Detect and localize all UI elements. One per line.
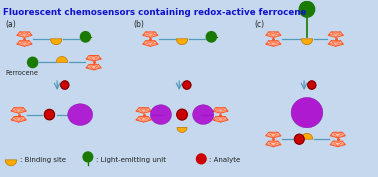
- Text: : Light-emitting unit: : Light-emitting unit: [96, 157, 166, 163]
- Text: (c): (c): [254, 20, 264, 29]
- Circle shape: [44, 109, 54, 120]
- Wedge shape: [301, 39, 313, 45]
- Wedge shape: [50, 39, 62, 45]
- Polygon shape: [143, 41, 158, 46]
- Polygon shape: [136, 108, 151, 113]
- Polygon shape: [86, 56, 101, 61]
- Text: : Analyte: : Analyte: [209, 157, 240, 163]
- Wedge shape: [301, 133, 313, 139]
- Polygon shape: [86, 64, 101, 70]
- Text: (a): (a): [5, 20, 16, 29]
- Polygon shape: [213, 116, 228, 122]
- Circle shape: [294, 134, 304, 144]
- Polygon shape: [266, 132, 281, 138]
- Polygon shape: [330, 141, 345, 147]
- Text: Fluorescent chemosensors containing redox-active ferrocene: Fluorescent chemosensors containing redo…: [3, 8, 307, 17]
- Ellipse shape: [68, 104, 93, 125]
- Polygon shape: [143, 32, 158, 38]
- Circle shape: [299, 1, 314, 17]
- Polygon shape: [213, 108, 228, 113]
- Polygon shape: [17, 41, 32, 46]
- Circle shape: [177, 109, 187, 120]
- Polygon shape: [17, 32, 32, 38]
- Circle shape: [183, 81, 191, 89]
- Wedge shape: [5, 160, 17, 166]
- Ellipse shape: [150, 105, 172, 124]
- Circle shape: [83, 152, 93, 162]
- Polygon shape: [266, 141, 281, 147]
- Polygon shape: [266, 41, 281, 46]
- Circle shape: [206, 32, 216, 42]
- Wedge shape: [176, 39, 188, 45]
- Text: (b): (b): [133, 20, 144, 29]
- Text: Ferrocene: Ferrocene: [5, 70, 38, 76]
- Circle shape: [197, 154, 206, 164]
- Polygon shape: [328, 41, 343, 46]
- Ellipse shape: [193, 105, 214, 124]
- Ellipse shape: [291, 98, 323, 128]
- Wedge shape: [177, 127, 187, 133]
- Circle shape: [81, 32, 90, 42]
- Wedge shape: [56, 56, 68, 62]
- Polygon shape: [136, 116, 151, 122]
- Circle shape: [308, 81, 316, 89]
- Polygon shape: [11, 116, 26, 122]
- Polygon shape: [330, 132, 345, 138]
- Polygon shape: [328, 32, 343, 38]
- Text: : Binding site: : Binding site: [20, 157, 66, 163]
- Circle shape: [61, 81, 69, 89]
- Polygon shape: [11, 108, 26, 113]
- Polygon shape: [266, 32, 281, 38]
- Circle shape: [28, 57, 38, 68]
